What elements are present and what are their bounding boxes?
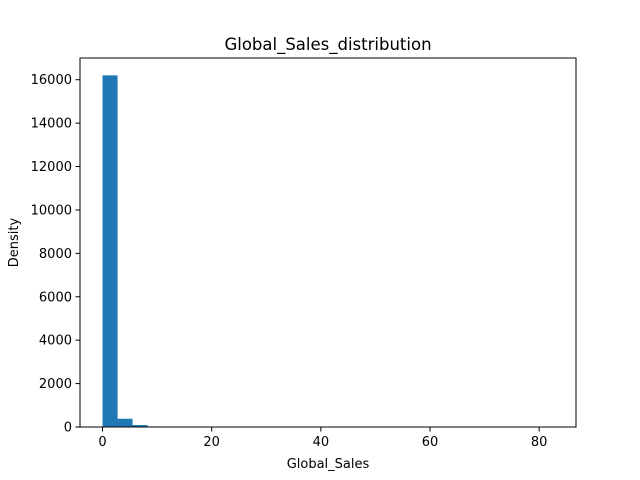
x-tick-label: 20	[203, 435, 220, 450]
y-tick-label: 10000	[31, 203, 72, 218]
y-tick-label: 2000	[39, 377, 72, 392]
histogram-bar-2	[132, 425, 148, 427]
y-axis-label: Density	[7, 217, 22, 267]
y-axis: 0 2000 4000 6000 8000 10000 12000 14000 16000	[31, 73, 80, 436]
y-tick-label: 12000	[31, 160, 72, 175]
y-tick-label: 4000	[39, 334, 72, 349]
x-tick-label: 0	[98, 435, 106, 450]
x-tick-label: 40	[313, 435, 330, 450]
chart-title: Global_Sales_distribution	[224, 35, 431, 55]
histogram-bar-1	[117, 418, 133, 427]
x-axis: 0 20 40 60 80	[98, 427, 547, 450]
y-tick-label: 14000	[31, 117, 72, 132]
y-tick-label: 6000	[39, 290, 72, 305]
y-tick-label: 0	[64, 421, 72, 436]
plot-frame	[79, 57, 577, 428]
y-tick-label: 8000	[39, 247, 72, 262]
x-tick-label: 60	[422, 435, 439, 450]
x-tick-label: 80	[531, 435, 548, 450]
x-axis-label: Global_Sales	[287, 457, 370, 472]
histogram-bar-0	[102, 75, 118, 428]
y-tick-label: 16000	[31, 73, 72, 88]
